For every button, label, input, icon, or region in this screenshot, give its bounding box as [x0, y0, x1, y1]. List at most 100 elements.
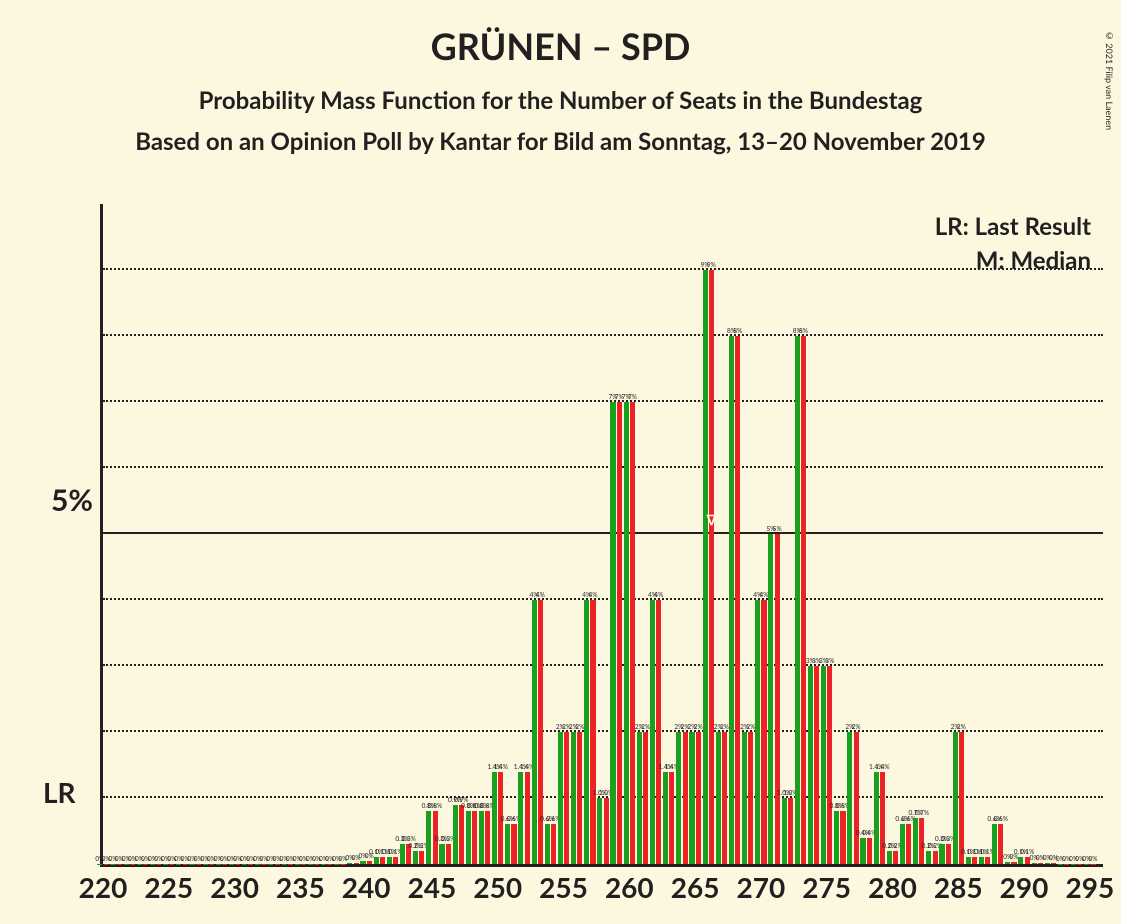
bar-spd [261, 864, 266, 865]
bar-gruenen [150, 864, 155, 865]
bar-value-label: 4% [588, 592, 597, 599]
bar-spd [946, 844, 951, 864]
bar-gruenen [821, 666, 826, 864]
x-axis-label: 285 [934, 870, 983, 904]
bar-gruenen [939, 844, 944, 864]
bar-value-label: 2% [852, 724, 861, 731]
bar-gruenen [163, 864, 168, 865]
bar-value-label: 2% [720, 724, 729, 731]
bar-spd [880, 772, 885, 864]
bar-gruenen [334, 864, 339, 865]
bar-gruenen [1084, 864, 1089, 865]
bar-gruenen [255, 864, 260, 865]
bar-gruenen [689, 732, 694, 864]
bar-gruenen [808, 666, 813, 864]
y-axis-label: 5% [33, 482, 93, 518]
bar-gruenen [387, 857, 392, 864]
bar-spd [143, 864, 148, 865]
bar-value-label: 4% [654, 592, 663, 599]
bar-spd [314, 864, 319, 865]
bar-spd [722, 732, 727, 864]
bar-spd [893, 851, 898, 864]
bar-spd [183, 864, 188, 865]
bar-spd [459, 805, 464, 864]
bar-spd [933, 851, 938, 864]
bar-spd [209, 864, 214, 865]
bar-gruenen [374, 857, 379, 864]
bar-spd [643, 732, 648, 864]
bar-value-label: 2% [957, 724, 966, 731]
bar-gruenen [755, 600, 760, 864]
bar-spd [735, 336, 740, 864]
bar-gruenen [703, 270, 708, 864]
bar-spd [130, 864, 135, 865]
bar-spd [340, 864, 345, 865]
x-axis-label: 290 [1000, 870, 1049, 904]
bar-gruenen [189, 864, 194, 865]
bar-gruenen [637, 732, 642, 864]
bar-gruenen [176, 864, 181, 865]
bar-value-label: 3% [825, 658, 834, 665]
bar-gruenen [716, 732, 721, 864]
bar-gruenen [360, 861, 365, 864]
bar-spd [222, 864, 227, 865]
bar-value-label: 4% [760, 592, 769, 599]
bar-gruenen [834, 811, 839, 864]
bar-spd [196, 864, 201, 865]
bar-gruenen [400, 844, 405, 864]
bar-spd [867, 838, 872, 864]
x-axis-label: 245 [408, 870, 457, 904]
bar-gruenen [426, 811, 431, 864]
bar-spd [696, 732, 701, 864]
bar-spd [1077, 864, 1082, 865]
bar-gruenen [847, 732, 852, 864]
bar-gruenen [518, 772, 523, 864]
bar-gruenen [347, 863, 352, 864]
bar-spd [840, 811, 845, 864]
bar-spd [709, 270, 714, 864]
bar-gruenen [1018, 857, 1023, 864]
bar-spd [577, 732, 582, 864]
x-axis-label: 250 [473, 870, 522, 904]
bar-value-label: 9% [707, 262, 716, 269]
median-marker: ᐁ [707, 513, 717, 527]
lr-axis-label: LR [43, 775, 93, 809]
bar-spd [367, 861, 372, 864]
bar-spd [1011, 862, 1016, 864]
bar-spd [472, 811, 477, 864]
bar-spd [604, 798, 609, 864]
gridline [103, 598, 1103, 600]
bar-value-label: 1.4% [494, 764, 508, 771]
bar-gruenen [610, 402, 615, 864]
x-axis-label: 230 [210, 870, 259, 904]
bar-gruenen [729, 336, 734, 864]
bar-gruenen [1005, 862, 1010, 864]
bar-spd [446, 844, 451, 864]
bar-spd [788, 798, 793, 864]
gridline [103, 268, 1103, 270]
bar-value-label: 7% [628, 394, 637, 401]
copyright-text: © 2021 Filip van Laenen [1104, 30, 1115, 130]
bar-gruenen [479, 811, 484, 864]
bar-spd [827, 666, 832, 864]
bar-gruenen [1071, 864, 1076, 865]
bar-spd [380, 857, 385, 864]
bar-spd [117, 864, 122, 865]
bar-gruenen [216, 864, 221, 865]
bar-value-label: 0.6% [994, 816, 1008, 823]
bar-value-label: 0% [1088, 856, 1097, 863]
bar-spd [354, 863, 359, 864]
bar-spd [590, 600, 595, 864]
bar-gruenen [676, 732, 681, 864]
gridline [103, 664, 1103, 666]
bar-spd [985, 857, 990, 864]
bar-spd [538, 600, 543, 864]
bar-gruenen [584, 600, 589, 864]
bar-spd [235, 864, 240, 865]
bar-gruenen [768, 534, 773, 864]
bar-spd [748, 732, 753, 864]
x-axis-label: 265 [671, 870, 720, 904]
bar-gruenen [795, 336, 800, 864]
x-axis-label: 295 [1065, 870, 1114, 904]
gridline [103, 334, 1103, 336]
